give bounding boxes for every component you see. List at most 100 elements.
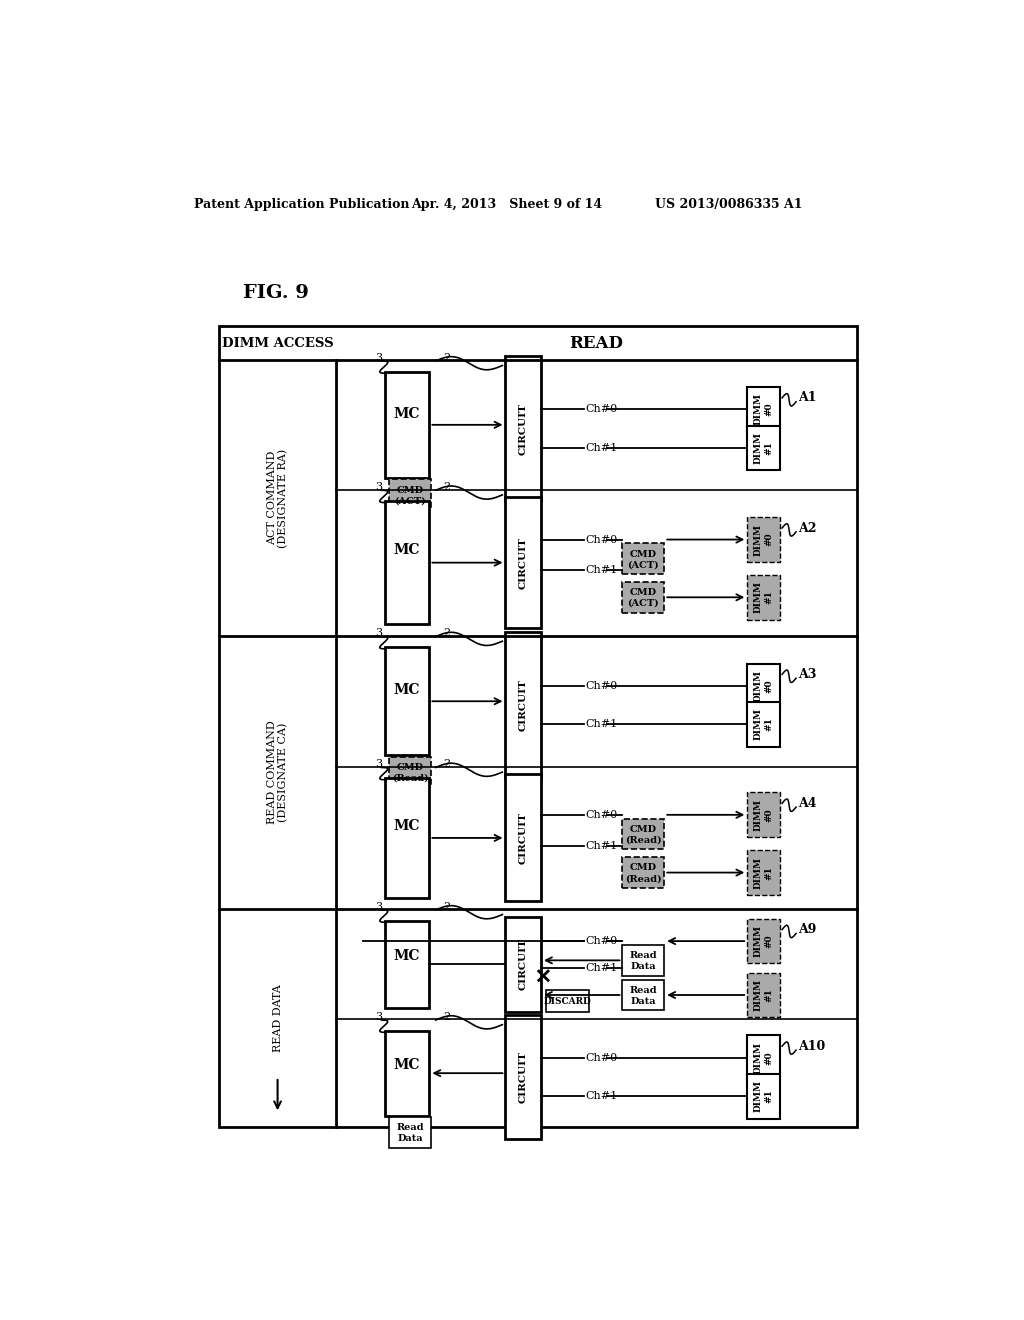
Bar [748,1074,779,1118]
FancyBboxPatch shape [389,479,431,511]
Text: A10: A10 [798,1040,825,1053]
Bar [506,356,541,502]
Text: DIMM
#1: DIMM #1 [754,581,773,614]
Text: 2: 2 [443,482,451,492]
Text: Ch#0: Ch#0 [586,535,617,545]
Text: DISCARD: DISCARD [544,997,591,1006]
Bar [385,921,429,1007]
Text: Ch#1: Ch#1 [586,719,617,730]
FancyBboxPatch shape [623,979,665,1010]
Text: Ch#0: Ch#0 [586,404,617,414]
Text: 2: 2 [443,759,451,770]
Text: 3: 3 [375,352,382,363]
FancyBboxPatch shape [623,857,665,888]
Text: Data: Data [631,962,656,972]
Text: CMD: CMD [396,486,424,495]
FancyBboxPatch shape [389,1117,431,1148]
Text: 2: 2 [443,902,451,912]
Text: Ch#1: Ch#1 [586,565,617,576]
Text: CIRCUIT: CIRCUIT [519,680,527,731]
Text: DIMM
#1: DIMM #1 [754,857,773,888]
Bar [748,702,779,747]
Text: Ch#0: Ch#0 [586,810,617,820]
Text: Read: Read [630,952,657,960]
Text: A3: A3 [798,668,816,681]
Text: FIG. 9: FIG. 9 [243,284,308,302]
Text: Ch#0: Ch#0 [586,936,617,946]
FancyBboxPatch shape [623,544,665,574]
FancyBboxPatch shape [389,756,431,788]
Text: CIRCUIT: CIRCUIT [519,939,527,990]
Text: Ch#0: Ch#0 [586,1053,617,1063]
Text: MC: MC [394,684,420,697]
Text: Data: Data [631,997,656,1006]
Text: Read: Read [630,986,657,995]
Text: CIRCUIT: CIRCUIT [519,812,527,863]
Text: Ch#1: Ch#1 [586,444,617,453]
FancyBboxPatch shape [623,945,665,975]
Text: (ACT): (ACT) [394,496,426,506]
Text: 2: 2 [443,1012,451,1022]
Text: (Read): (Read) [625,874,662,883]
Bar [506,775,541,902]
Text: (Read): (Read) [392,774,428,783]
Bar [748,664,779,708]
Text: 3: 3 [375,482,382,492]
Text: Ch#1: Ch#1 [586,964,617,973]
Text: 3: 3 [375,628,382,639]
Bar [748,387,779,432]
Text: 2: 2 [443,352,451,363]
Bar [385,372,429,478]
Text: CIRCUIT: CIRCUIT [519,1051,527,1104]
Bar [506,1015,541,1139]
Bar [748,973,779,1018]
Bar [385,647,429,755]
Text: MC: MC [394,1057,420,1072]
Bar [506,498,541,628]
Text: A1: A1 [798,391,816,404]
Text: Patent Application Publication: Patent Application Publication [194,198,410,211]
Bar [546,990,589,1012]
Text: A9: A9 [798,923,816,936]
Text: CIRCUIT: CIRCUIT [519,403,527,454]
Text: Ch#0: Ch#0 [586,681,617,690]
Text: 3: 3 [375,902,382,912]
Text: DIMM
#1: DIMM #1 [754,709,773,741]
Text: READ: READ [569,335,623,351]
Bar [219,326,856,1127]
Text: MC: MC [394,544,420,557]
Bar [748,576,779,619]
Text: DIMM
#1: DIMM #1 [754,432,773,463]
Bar [506,632,541,779]
Text: Ch#1: Ch#1 [586,1092,617,1101]
Text: DIMM
#0: DIMM #0 [754,1041,773,1073]
Text: MC: MC [394,949,420,962]
Text: CMD: CMD [630,589,656,597]
Text: Data: Data [397,1134,423,1143]
Text: DIMM
#0: DIMM #0 [754,925,773,957]
FancyBboxPatch shape [623,818,665,850]
Text: DIMM
#0: DIMM #0 [754,393,773,425]
Bar [385,779,429,898]
Bar [385,1031,429,1115]
Text: A2: A2 [798,521,816,535]
Text: Apr. 4, 2013   Sheet 9 of 14: Apr. 4, 2013 Sheet 9 of 14 [411,198,602,211]
Text: DIMM
#1: DIMM #1 [754,979,773,1011]
Bar [385,502,429,624]
Text: Ch#1: Ch#1 [586,841,617,850]
Text: DIMM
#1: DIMM #1 [754,1080,773,1113]
Text: MC: MC [394,818,420,833]
Text: CMD: CMD [630,825,656,834]
Text: Read: Read [396,1123,424,1133]
Text: A4: A4 [798,797,816,809]
Bar [748,850,779,895]
Text: ACT COMMAND
(DESIGNATE RA): ACT COMMAND (DESIGNATE RA) [266,449,289,548]
Text: US 2013/0086335 A1: US 2013/0086335 A1 [655,198,803,211]
Text: DIMM
#0: DIMM #0 [754,524,773,556]
Text: (Read): (Read) [625,836,662,845]
Text: CMD: CMD [630,549,656,558]
Bar [748,1035,779,1080]
Bar [748,919,779,964]
Bar [748,517,779,562]
Bar [748,425,779,470]
